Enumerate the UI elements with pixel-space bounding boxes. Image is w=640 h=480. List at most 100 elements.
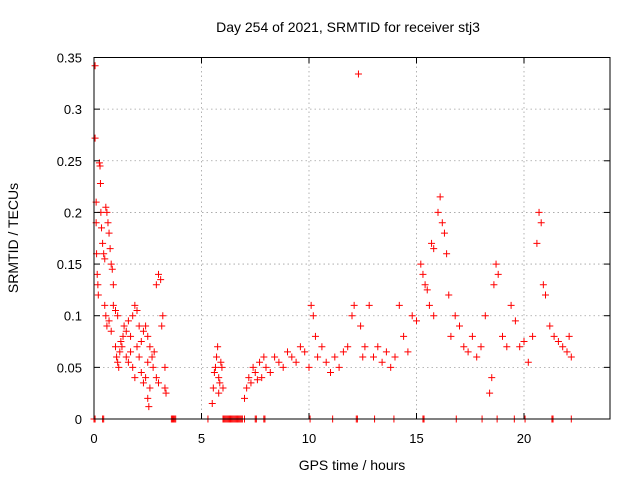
data-point xyxy=(113,353,121,361)
data-point xyxy=(438,219,446,227)
data-point xyxy=(284,348,291,356)
data-point xyxy=(565,332,573,340)
data-point xyxy=(539,281,547,289)
data-point xyxy=(417,260,425,268)
y-tick-label: 0 xyxy=(75,412,82,427)
data-point xyxy=(524,358,532,366)
data-point xyxy=(114,358,122,366)
data-point xyxy=(423,286,431,294)
data-point xyxy=(119,332,127,340)
data-point xyxy=(135,322,143,330)
data-point xyxy=(430,312,438,320)
data-point xyxy=(100,250,108,258)
data-point xyxy=(382,348,390,356)
data-point xyxy=(139,327,147,335)
data-point xyxy=(96,180,104,188)
data-point xyxy=(473,353,481,361)
data-point xyxy=(425,301,433,309)
data-point xyxy=(103,208,111,216)
data-point xyxy=(139,379,147,387)
data-point xyxy=(559,343,567,351)
data-point xyxy=(249,363,257,371)
x-tick-label: 15 xyxy=(409,431,423,446)
data-point xyxy=(243,384,251,392)
data-point xyxy=(142,374,150,382)
data-point xyxy=(292,358,300,366)
data-point xyxy=(533,239,541,247)
data-point xyxy=(307,301,315,309)
data-point xyxy=(488,374,496,382)
x-tick-label: 0 xyxy=(90,431,97,446)
data-point xyxy=(318,343,326,351)
data-point xyxy=(311,332,319,340)
data-point xyxy=(434,208,442,216)
data-point xyxy=(350,301,358,309)
data-point xyxy=(395,301,403,309)
x-tick-labels: 0 5 10 15 20 xyxy=(90,431,531,446)
data-point xyxy=(144,332,152,340)
data-point xyxy=(109,281,117,289)
data-point xyxy=(101,301,109,309)
data-point xyxy=(107,260,115,268)
data-point xyxy=(554,338,562,346)
data-point xyxy=(145,403,153,411)
data-point xyxy=(131,374,139,382)
data-point xyxy=(275,358,283,366)
data-point xyxy=(443,250,451,258)
data-point xyxy=(413,317,420,325)
data-point xyxy=(124,317,132,325)
data-point xyxy=(331,353,339,361)
data-point xyxy=(133,307,141,315)
data-point xyxy=(301,348,309,356)
data-point xyxy=(550,332,558,340)
data-point xyxy=(152,374,160,382)
data-point xyxy=(129,363,137,371)
data-point xyxy=(161,384,169,392)
data-point xyxy=(161,363,169,371)
y-tick-label: 0.2 xyxy=(64,205,82,220)
data-point xyxy=(149,363,157,371)
data-point xyxy=(387,363,395,371)
data-point xyxy=(305,363,313,371)
data-point xyxy=(208,400,216,408)
data-point xyxy=(408,312,416,320)
data-point xyxy=(359,353,367,361)
data-point xyxy=(378,358,386,366)
data-point xyxy=(481,312,489,320)
x-axis-label: GPS time / hours xyxy=(299,457,406,473)
data-point xyxy=(404,348,412,356)
data-point xyxy=(477,343,485,351)
data-point xyxy=(460,343,468,351)
data-point xyxy=(419,270,427,278)
data-point xyxy=(122,327,130,335)
data-point xyxy=(492,260,500,268)
y-tick-label: 0.15 xyxy=(57,257,82,272)
data-point xyxy=(503,343,511,351)
data-point xyxy=(258,374,266,382)
data-point xyxy=(131,301,139,309)
data-point xyxy=(210,369,218,377)
data-point xyxy=(490,281,498,289)
data-point xyxy=(262,363,270,371)
data-point xyxy=(129,312,137,320)
data-point xyxy=(155,379,162,387)
data-point xyxy=(106,245,114,253)
data-point xyxy=(127,332,135,340)
data-point xyxy=(133,343,141,351)
data-point xyxy=(365,301,373,309)
data-point xyxy=(314,353,322,361)
data-point xyxy=(451,312,459,320)
data-point xyxy=(112,307,119,315)
data-point xyxy=(567,353,575,361)
data-point xyxy=(93,270,101,278)
data-point xyxy=(124,358,132,366)
data-point xyxy=(421,281,429,289)
data-point xyxy=(115,363,123,371)
data-point xyxy=(271,353,279,361)
data-point xyxy=(114,312,122,320)
data-point xyxy=(529,332,537,340)
data-point xyxy=(430,245,438,253)
data-point xyxy=(144,394,152,402)
data-point xyxy=(499,332,506,340)
data-point xyxy=(118,343,126,351)
